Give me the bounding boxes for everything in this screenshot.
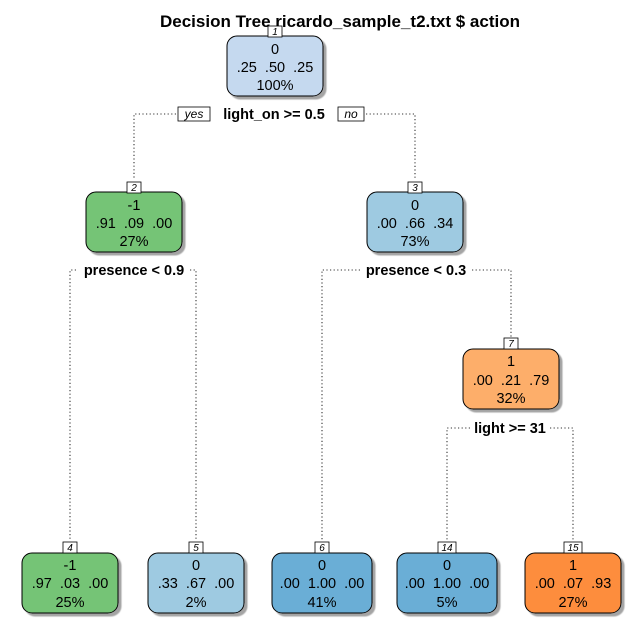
tree-node-4: 4 -1 .97 .03 .00 25% xyxy=(21,541,119,614)
node-percent: 27% xyxy=(119,234,148,250)
edge-1-3 xyxy=(366,113,416,180)
tree-node-6: 6 0 .00 1.00 .00 41% xyxy=(271,541,373,614)
split-label-2: presence < 0.9 xyxy=(84,263,184,279)
node-class: 0 xyxy=(318,558,326,574)
node-number-box xyxy=(62,541,78,554)
node-number-box xyxy=(267,25,283,38)
node-probs: .00 .66 .34 xyxy=(377,216,454,232)
edge-2-4 xyxy=(69,269,76,541)
node-probs: .33 .67 .00 xyxy=(158,576,235,592)
tree-node-2: 2 -1 .91 .09 .00 27% xyxy=(85,181,183,253)
tree-edges xyxy=(69,113,574,541)
node-class: 0 xyxy=(411,198,419,214)
node-number-box xyxy=(188,541,204,554)
node-number-box xyxy=(407,181,423,194)
node-class: 0 xyxy=(192,558,200,574)
node-class: 0 xyxy=(443,558,451,574)
node-number: 4 xyxy=(67,543,73,554)
split-label-3: presence < 0.3 xyxy=(366,263,466,279)
node-percent: 32% xyxy=(496,391,525,407)
node-number: 3 xyxy=(412,183,418,194)
node-probs: .00 1.00 .00 xyxy=(280,576,365,592)
node-probs: .97 .03 .00 xyxy=(32,576,109,592)
node-probs: .91 .09 .00 xyxy=(96,216,173,232)
node-percent: 100% xyxy=(256,78,293,94)
no-label-box xyxy=(337,106,365,122)
yes-label: yes xyxy=(184,107,204,121)
tree-node-15: 15 1 .00 .07 .93 27% xyxy=(524,541,622,614)
split-1: yes light_on >= 0.5 no xyxy=(177,106,365,123)
node-percent: 27% xyxy=(558,595,587,611)
node-probs: .00 .07 .93 xyxy=(535,576,612,592)
tree-node-3: 3 0 .00 .66 .34 73% xyxy=(366,181,464,253)
tree-node-7: 7 1 .00 .21 .79 32% xyxy=(462,337,560,410)
node-class: 1 xyxy=(507,354,515,370)
node-percent: 5% xyxy=(437,595,458,611)
node-class: -1 xyxy=(128,198,141,214)
node-class: 1 xyxy=(569,558,577,574)
node-number: 5 xyxy=(193,543,199,554)
node-number: 7 xyxy=(508,339,514,350)
yes-label-box xyxy=(177,106,211,122)
node-number-box xyxy=(437,541,457,554)
node-class: -1 xyxy=(64,558,77,574)
node-number: 2 xyxy=(130,183,137,194)
edge-3-6 xyxy=(321,269,360,541)
edge-1-2 xyxy=(133,113,176,180)
split-label: light_on >= 0.5 xyxy=(223,107,325,123)
diagram-title: Decision Tree ricardo_sample_t2.txt $ ac… xyxy=(160,12,520,31)
node-probs: .00 1.00 .00 xyxy=(405,576,490,592)
no-label: no xyxy=(344,107,358,121)
node-probs: .00 .21 .79 xyxy=(473,373,550,389)
node-number: 6 xyxy=(319,543,325,554)
edge-7-15 xyxy=(550,427,574,541)
tree-node-1: 1 0 .25 .50 .25 100% xyxy=(226,25,324,97)
node-number-box xyxy=(503,337,519,350)
node-class: 0 xyxy=(271,42,279,58)
node-percent: 25% xyxy=(55,595,84,611)
node-number: 15 xyxy=(567,543,579,554)
node-percent: 41% xyxy=(307,595,336,611)
node-number-box xyxy=(314,541,330,554)
node-number: 1 xyxy=(272,27,278,38)
node-percent: 2% xyxy=(186,595,207,611)
edge-3-7 xyxy=(472,269,512,337)
node-number: 14 xyxy=(441,543,453,554)
edge-7-14 xyxy=(446,427,470,541)
node-number-box xyxy=(126,181,142,194)
edge-2-5 xyxy=(190,269,197,541)
split-label-7: light >= 31 xyxy=(474,421,546,437)
node-probs: .25 .50 .25 xyxy=(237,60,314,76)
tree-node-14: 14 0 .00 1.00 .00 5% xyxy=(396,541,498,614)
node-percent: 73% xyxy=(400,234,429,250)
tree-node-5: 5 0 .33 .67 .00 2% xyxy=(147,541,245,614)
node-number-box xyxy=(563,541,583,554)
